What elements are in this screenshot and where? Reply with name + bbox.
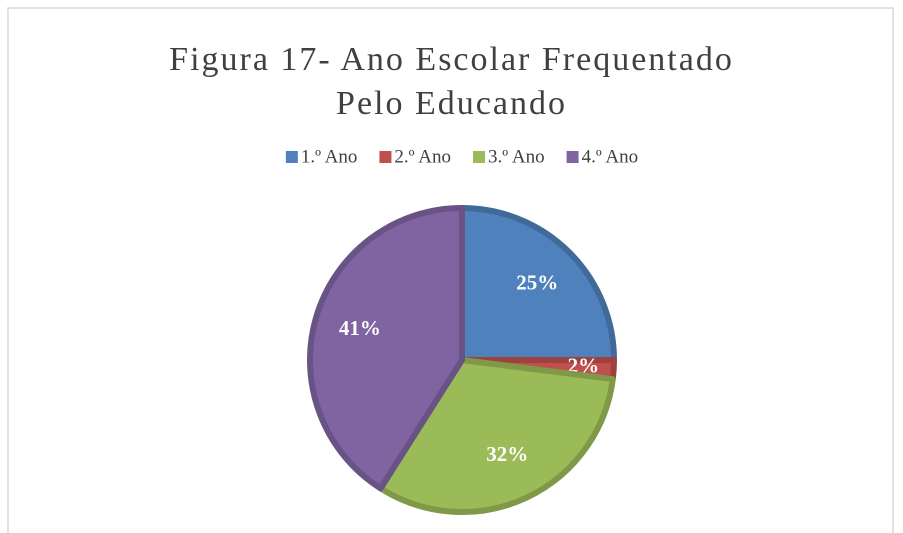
- chart-title: Figura 17- Ano Escolar Frequentado Pelo …: [169, 41, 734, 122]
- legend-label: 1.º Ano: [301, 146, 358, 167]
- legend-swatch: [285, 151, 298, 163]
- data-label: 41%: [339, 316, 381, 340]
- legend-label: 2.º Ano: [394, 146, 451, 167]
- data-label: 25%: [516, 271, 558, 295]
- chart-frame: [7, 7, 894, 533]
- legend-label: 4.º Ano: [582, 146, 639, 167]
- legend-swatch: [379, 151, 392, 163]
- legend-swatch: [473, 151, 485, 163]
- pie-slice: [307, 205, 465, 492]
- legend-swatch: [566, 151, 579, 163]
- pie-slice: [459, 205, 617, 363]
- data-label: 32%: [486, 442, 528, 466]
- legend-label: 3.º Ano: [488, 146, 545, 167]
